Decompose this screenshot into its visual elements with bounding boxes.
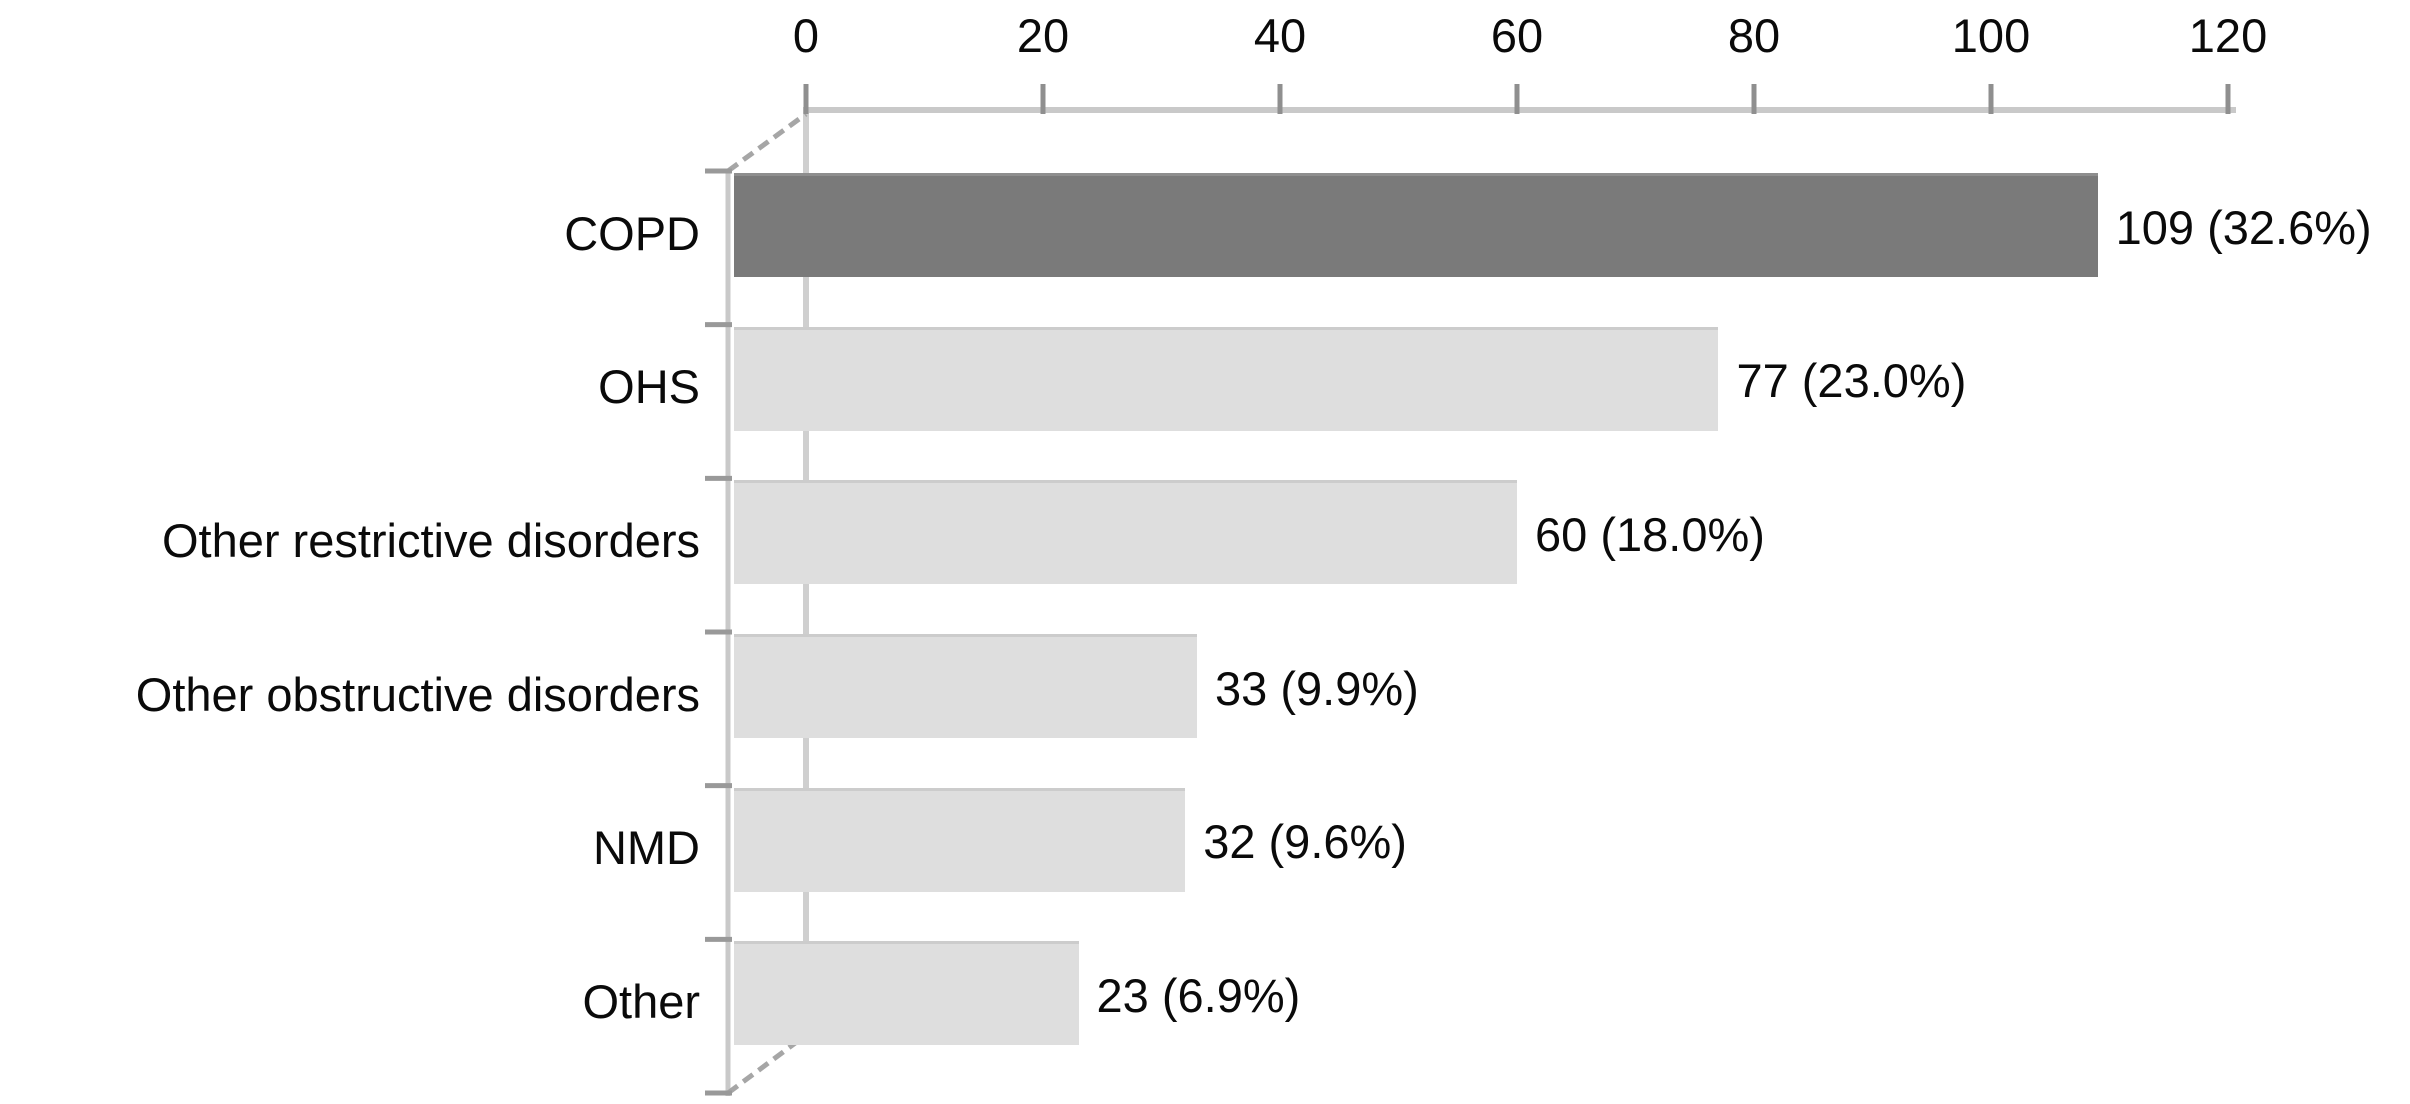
x-tick-label: 80 (1727, 9, 1781, 62)
category-label: Other restrictive disorders (161, 513, 700, 567)
value-label: 23 (6.9%) (1096, 968, 1301, 1022)
x-tick-label: 0 (792, 9, 820, 62)
perspective-edge-top (726, 111, 808, 174)
category-label: COPD (564, 206, 700, 260)
bar-other-restrictive-disorders (734, 480, 1517, 585)
category-label: Other obstructive disorders (135, 667, 700, 721)
x-tick-label: 20 (1016, 9, 1070, 62)
value-label: 32 (9.6%) (1203, 815, 1407, 869)
value-label: 33 (9.9%) (1215, 661, 1419, 715)
bar-nmd (734, 787, 1186, 892)
bar-copd (734, 173, 2098, 277)
value-label: 109 (32.6%) (2115, 200, 2372, 254)
x-tick-label: 60 (1490, 9, 1544, 62)
x-tick-label: 40 (1253, 9, 1307, 62)
value-label: 77 (23.0%) (1736, 354, 1967, 408)
category-label: NMD (592, 821, 700, 875)
x-tick-label: 100 (1951, 9, 2031, 62)
value-label: 60 (18.0%) (1535, 507, 1765, 561)
x-tick-label: 120 (2188, 9, 2268, 62)
bar-other-obstructive-disorders (734, 634, 1198, 738)
category-label: OHS (598, 360, 700, 414)
category-label: Other (582, 974, 700, 1028)
bar-other (734, 941, 1079, 1046)
bar-ohs (734, 326, 1719, 431)
